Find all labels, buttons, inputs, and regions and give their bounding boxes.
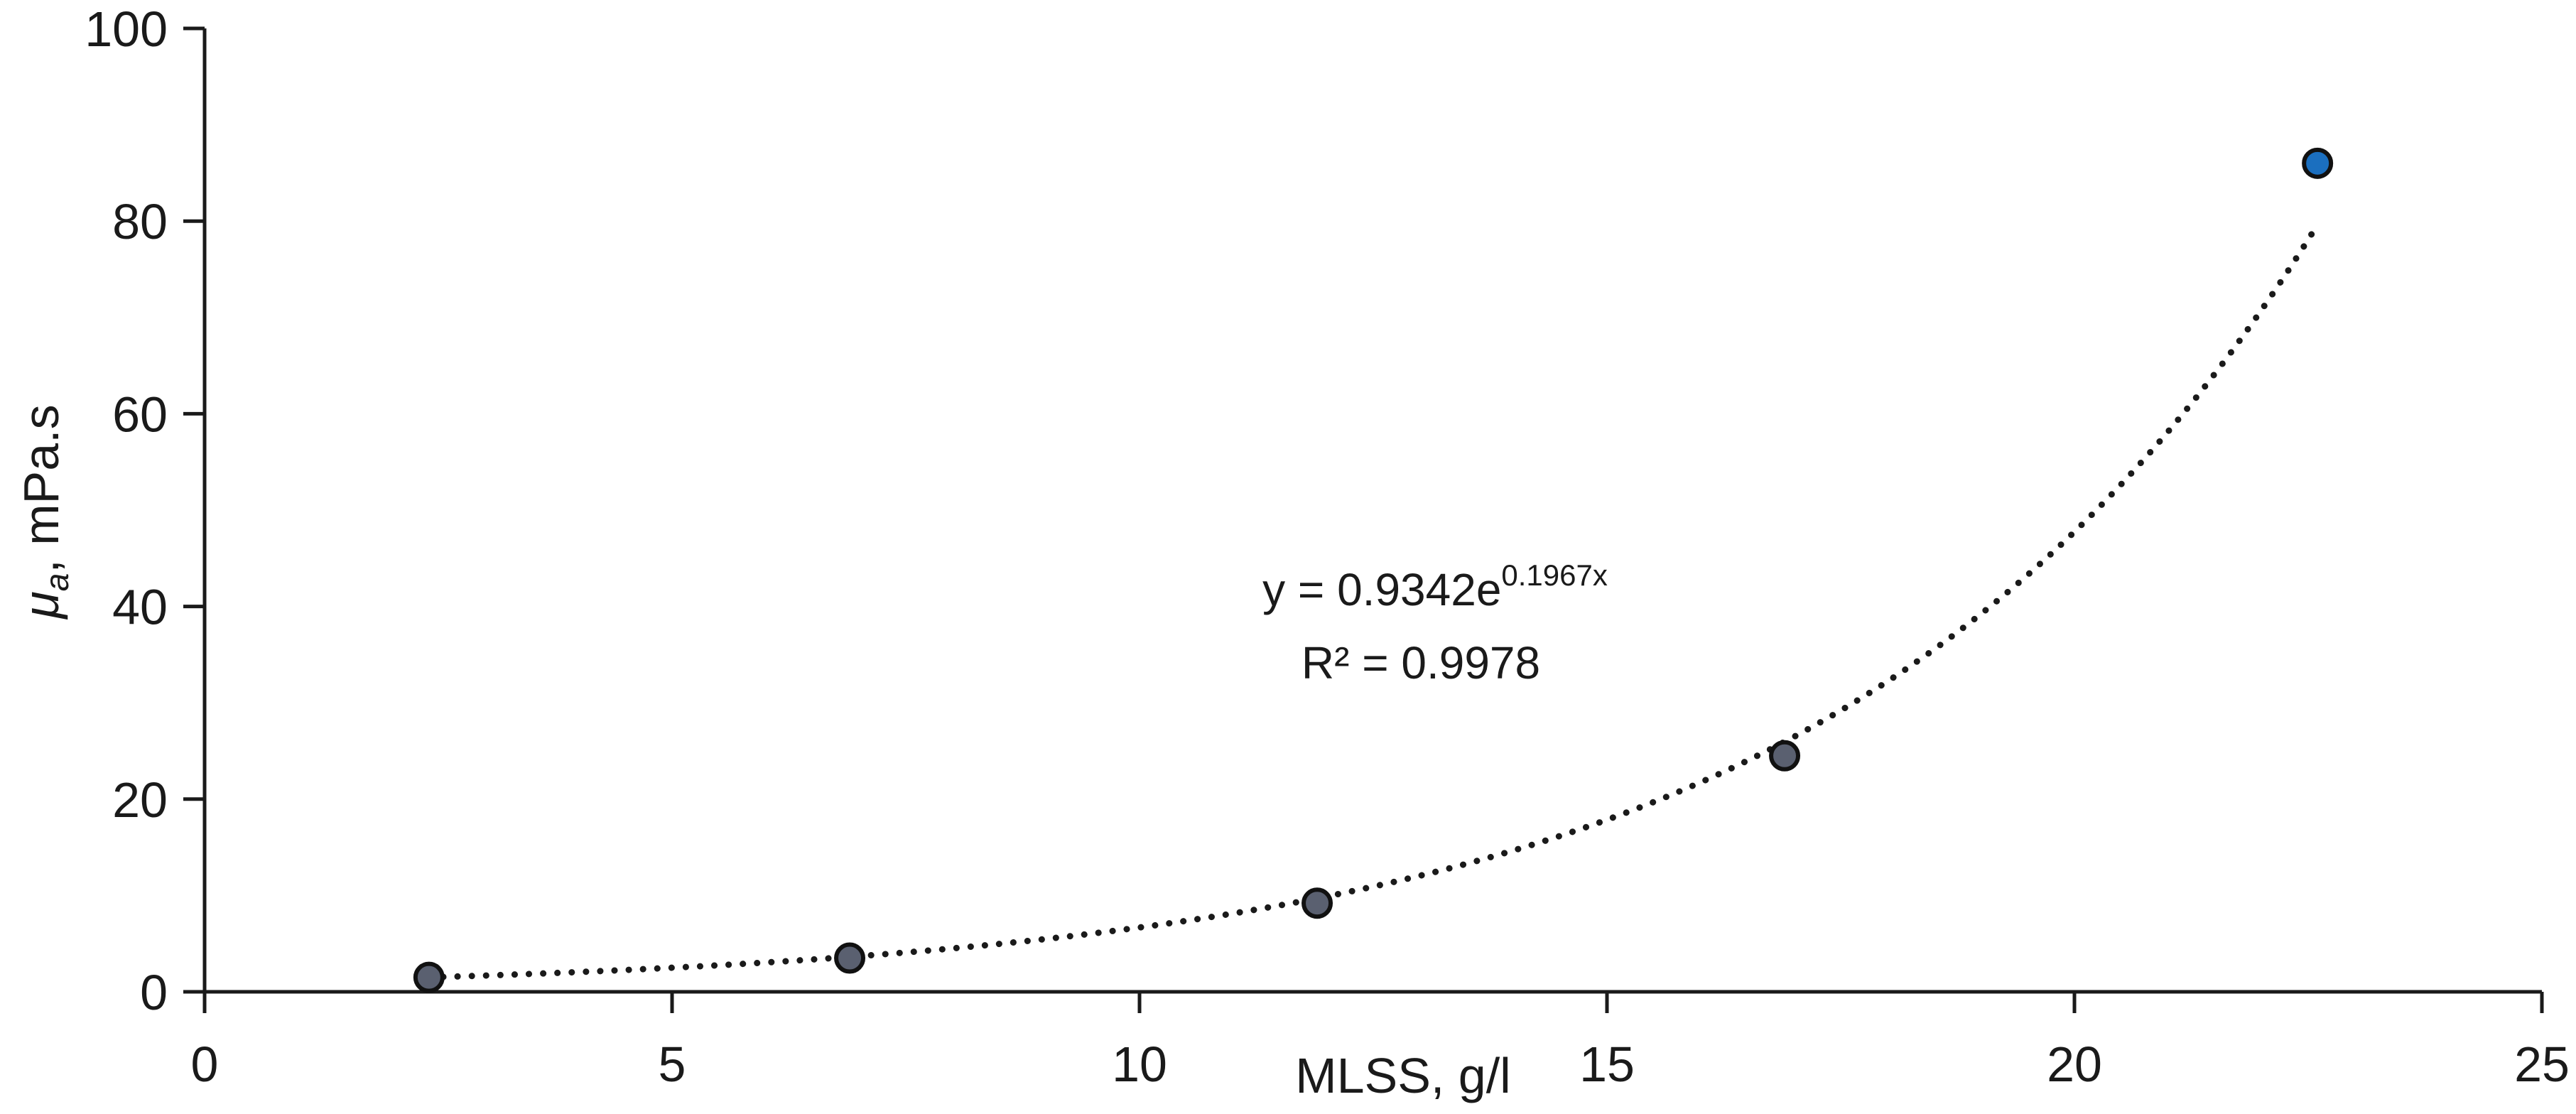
equation-base: y = 0.9342e (1262, 564, 1501, 615)
y-axis-unit: , mPa.s (13, 404, 69, 573)
y-axis-symbol: μ (13, 591, 69, 620)
x-tick-label: 25 (2514, 1037, 2570, 1092)
r-squared-label: R² = 0.9978 (1301, 637, 1540, 688)
x-axis-title: MLSS, g/l (1295, 1048, 1510, 1103)
y-tick-label: 0 (140, 965, 168, 1020)
data-point (834, 942, 866, 974)
data-point (2302, 147, 2334, 179)
x-tick-label: 0 (191, 1037, 219, 1092)
equation-exponent: 0.1967x (1501, 558, 1607, 592)
axes (202, 28, 2542, 994)
x-ticks: 0 5 10 15 20 25 (191, 992, 2570, 1092)
x-tick-label: 5 (659, 1037, 686, 1092)
trendline (426, 221, 2321, 981)
y-tick-label: 60 (112, 386, 168, 442)
y-ticks: 0 20 40 60 80 100 (85, 1, 205, 1020)
data-point (1769, 740, 1801, 772)
data-points (413, 147, 2334, 993)
data-point (1301, 887, 1333, 919)
y-axis-subscript: a (38, 573, 75, 592)
y-tick-label: 20 (112, 772, 168, 828)
data-point (413, 961, 445, 993)
y-axis-title: μa, mPa.s (13, 404, 75, 620)
x-tick-label: 15 (1579, 1037, 1635, 1092)
x-tick-label: 20 (2047, 1037, 2102, 1092)
y-tick-label: 40 (112, 580, 168, 635)
y-tick-label: 80 (112, 194, 168, 249)
y-tick-label: 100 (85, 1, 168, 57)
x-tick-label: 10 (1112, 1037, 1167, 1092)
trendline-equation: y = 0.9342e0.1967x (1262, 558, 1608, 615)
